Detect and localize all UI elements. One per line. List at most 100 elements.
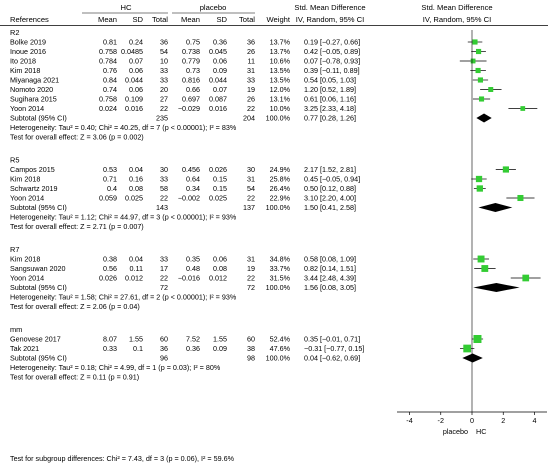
hc-mean-cell: 0.53 bbox=[103, 165, 117, 174]
weight-cell: 25.8% bbox=[270, 175, 291, 184]
axis-label-placebo: placebo bbox=[443, 427, 468, 436]
subtotal-diamond bbox=[476, 113, 492, 123]
smd-ci-cell: 0.35 [−0.01, 0.71] bbox=[304, 335, 360, 344]
study-reference: Kim 2018 bbox=[10, 175, 40, 184]
hc-mean-cell: 0.84 bbox=[103, 76, 117, 85]
heterogeneity-text: Heterogeneity: Tau² = 1.58; Chi² = 27.61… bbox=[10, 293, 237, 302]
weight-cell: 13.1% bbox=[270, 95, 291, 104]
subtotal-ci: 0.04 [−0.62, 0.69] bbox=[304, 354, 360, 363]
placebo-mean-cell: 0.36 bbox=[186, 344, 200, 353]
placebo-mean-cell: −0.002 bbox=[178, 194, 200, 203]
subtotal-hc-total: 143 bbox=[156, 203, 168, 212]
placebo-mean-cell: 7.52 bbox=[186, 335, 200, 344]
placebo-sd-cell: 0.016 bbox=[209, 104, 227, 113]
placebo-total-cell: 31 bbox=[247, 255, 255, 264]
placebo-mean-cell: 0.697 bbox=[182, 95, 200, 104]
placebo-sd-cell: 0.36 bbox=[213, 38, 227, 47]
subtotal-diamond bbox=[462, 353, 483, 363]
placebo-total-cell: 26 bbox=[247, 47, 255, 56]
placebo-sd-cell: 0.045 bbox=[209, 47, 227, 56]
placebo-sd-cell: 1.55 bbox=[213, 335, 227, 344]
placebo-sd-cell: 0.012 bbox=[209, 274, 227, 283]
hc-total-cell: 60 bbox=[160, 335, 168, 344]
placebo-mean-cell: 0.779 bbox=[182, 57, 200, 66]
hc-sd-cell: 0.0485 bbox=[121, 47, 143, 56]
hc-mean-cell: 0.74 bbox=[103, 85, 117, 94]
overall-effect-text: Test for overall effect: Z = 2.06 (p = 0… bbox=[10, 302, 140, 311]
study-reference: Yoon 2014 bbox=[10, 274, 44, 283]
weight-cell: 33.7% bbox=[270, 264, 291, 273]
hc-total-cell: 22 bbox=[160, 104, 168, 113]
placebo-mean-cell: 0.816 bbox=[182, 76, 200, 85]
placebo-sd-cell: 0.025 bbox=[209, 194, 227, 203]
placebo-sd-header: SD bbox=[216, 15, 227, 24]
hc-mean-cell: 0.4 bbox=[107, 184, 117, 193]
hc-sd-cell: 0.025 bbox=[125, 194, 143, 203]
hc-total-cell: 33 bbox=[160, 255, 168, 264]
hc-mean-cell: 0.784 bbox=[99, 57, 117, 66]
hc-mean-cell: 0.56 bbox=[103, 264, 117, 273]
subtotal-hc-total: 235 bbox=[156, 114, 168, 123]
hc-mean-cell: 0.024 bbox=[99, 104, 117, 113]
placebo-total-cell: 19 bbox=[247, 85, 255, 94]
weight-cell: 13.5% bbox=[270, 66, 291, 75]
study-reference: Inoue 2016 bbox=[10, 47, 46, 56]
weight-cell: 12.0% bbox=[270, 85, 291, 94]
study-marker bbox=[488, 87, 494, 92]
subtotal-weight: 100.0% bbox=[266, 354, 291, 363]
subtotal-placebo-total: 204 bbox=[243, 114, 255, 123]
weight-header: Weight bbox=[267, 15, 291, 24]
subtotal-weight: 100.0% bbox=[266, 283, 291, 292]
hc-group-header: HC bbox=[121, 3, 132, 12]
hc-total-cell: 27 bbox=[160, 95, 168, 104]
hc-sd-cell: 0.06 bbox=[129, 66, 143, 75]
study-marker bbox=[475, 48, 482, 55]
study-marker bbox=[472, 39, 478, 45]
study-reference: Yoon 2014 bbox=[10, 104, 44, 113]
heterogeneity-text: Heterogeneity: Tau² = 0.40; Chi² = 40.25… bbox=[10, 123, 237, 132]
hc-total-cell: 10 bbox=[160, 57, 168, 66]
weight-cell: 13.7% bbox=[270, 38, 291, 47]
hc-mean-cell: 0.71 bbox=[103, 175, 117, 184]
subtotal-label: Subtotal (95% CI) bbox=[10, 203, 67, 212]
subtotal-label: Subtotal (95% CI) bbox=[10, 283, 67, 292]
placebo-sd-cell: 0.09 bbox=[213, 66, 227, 75]
study-marker bbox=[520, 106, 526, 111]
weight-cell: 10.0% bbox=[270, 104, 291, 113]
weight-cell: 24.9% bbox=[270, 165, 291, 174]
hc-total-cell: 36 bbox=[160, 38, 168, 47]
hc-sd-cell: 0.11 bbox=[130, 264, 143, 273]
placebo-mean-cell: 0.48 bbox=[186, 264, 200, 273]
subtotal-ci: 0.77 [0.28, 1.26] bbox=[304, 114, 356, 123]
hc-mean-cell: 0.81 bbox=[103, 38, 117, 47]
hc-total-cell: 33 bbox=[160, 175, 168, 184]
hc-sd-cell: 0.012 bbox=[125, 274, 143, 283]
smd-ci-cell: 0.50 [0.12, 0.88] bbox=[304, 184, 356, 193]
smd-ci-cell: 0.82 [0.14, 1.51] bbox=[304, 264, 356, 273]
smd-ci-cell: −0.31 [−0.77, 0.15] bbox=[304, 344, 364, 353]
placebo-mean-cell: 0.64 bbox=[186, 175, 200, 184]
placebo-sd-cell: 0.06 bbox=[213, 57, 227, 66]
study-marker bbox=[475, 175, 483, 183]
placebo-mean-cell: 0.66 bbox=[186, 85, 200, 94]
smd-ci-cell: 2.17 [1.52, 2.81] bbox=[304, 165, 356, 174]
hc-sd-cell: 0.06 bbox=[129, 85, 143, 94]
study-marker bbox=[522, 274, 530, 282]
smd-ci-cell: 0.54 [0.05, 1.03] bbox=[304, 76, 356, 85]
hc-mean-cell: 0.38 bbox=[103, 255, 117, 264]
hc-total-cell: 58 bbox=[160, 184, 168, 193]
axis-label-hc: HC bbox=[476, 427, 486, 436]
hc-sd-cell: 0.16 bbox=[129, 175, 143, 184]
study-marker bbox=[477, 77, 484, 83]
study-reference: Genovese 2017 bbox=[10, 335, 61, 344]
placebo-mean-cell: −0.029 bbox=[178, 104, 200, 113]
weight-cell: 47.6% bbox=[270, 344, 291, 353]
hc-total-cell: 54 bbox=[160, 47, 168, 56]
study-reference: Ito 2018 bbox=[10, 57, 36, 66]
x-axis: -4 -2 0 2 4 placebo HC bbox=[397, 411, 547, 436]
hc-total-cell: 22 bbox=[160, 274, 168, 283]
placebo-sd-cell: 0.044 bbox=[209, 76, 227, 85]
subtotal-hc-total: 72 bbox=[160, 283, 168, 292]
study-marker bbox=[478, 96, 485, 102]
subtotal-placebo-total: 72 bbox=[247, 283, 255, 292]
